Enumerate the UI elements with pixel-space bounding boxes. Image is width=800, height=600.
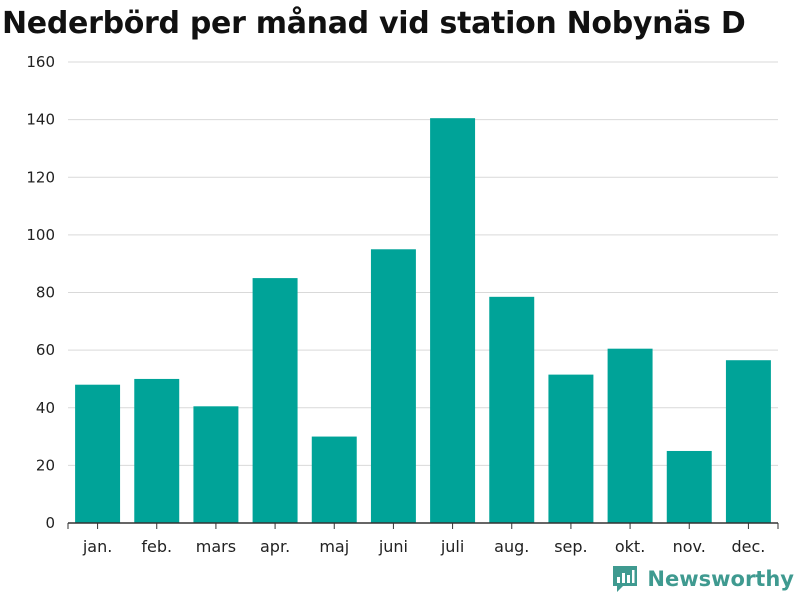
- y-tick-label: 60: [36, 341, 55, 359]
- bar: [75, 384, 121, 523]
- x-tick-label: mars: [196, 537, 236, 556]
- gridlines: [68, 61, 778, 466]
- x-tick-label: nov.: [673, 537, 706, 556]
- bar: [252, 278, 298, 523]
- x-tick-label: dec.: [731, 537, 765, 556]
- y-axis-ticks: 0 20 40 60 80 100 120 140 160: [26, 53, 55, 532]
- x-tick-label: maj: [319, 537, 349, 556]
- newsworthy-logo-icon: [613, 566, 638, 592]
- y-tick-label: 100: [26, 226, 55, 244]
- y-tick-label: 0: [45, 514, 55, 532]
- bar: [193, 406, 239, 523]
- y-tick-label: 120: [26, 168, 55, 186]
- bar: [489, 296, 535, 523]
- bar: [548, 374, 594, 523]
- x-tick-label: jan.: [82, 537, 112, 556]
- bar: [607, 348, 653, 523]
- bar: [430, 118, 476, 523]
- x-tick-label: okt.: [615, 537, 645, 556]
- brand-logo: Newsworthy: [611, 564, 794, 594]
- bar: [370, 249, 416, 523]
- y-tick-label: 80: [36, 284, 55, 302]
- bar: [134, 378, 180, 523]
- y-tick-label: 20: [36, 456, 55, 474]
- x-tick-label: feb.: [141, 537, 172, 556]
- x-axis: [67, 522, 779, 529]
- x-tick-label: apr.: [260, 537, 290, 556]
- x-tick-label: aug.: [494, 537, 529, 556]
- bars: [75, 118, 771, 523]
- chart-title: Nederbörd per månad vid station Nobynäs …: [2, 6, 746, 41]
- x-tick-label: juni: [378, 537, 408, 556]
- bar: [725, 360, 771, 523]
- x-axis-ticks: jan. feb. mars apr. maj juni juli aug. sep. okt. n…: [82, 523, 765, 556]
- x-tick-label: juli: [440, 537, 464, 556]
- y-tick-label: 40: [36, 399, 55, 417]
- brand-name: Newsworthy: [647, 567, 794, 591]
- bar: [666, 450, 712, 523]
- y-tick-label: 160: [26, 53, 55, 71]
- y-tick-label: 140: [26, 111, 55, 129]
- bar: [311, 436, 357, 523]
- x-tick-label: sep.: [554, 537, 587, 556]
